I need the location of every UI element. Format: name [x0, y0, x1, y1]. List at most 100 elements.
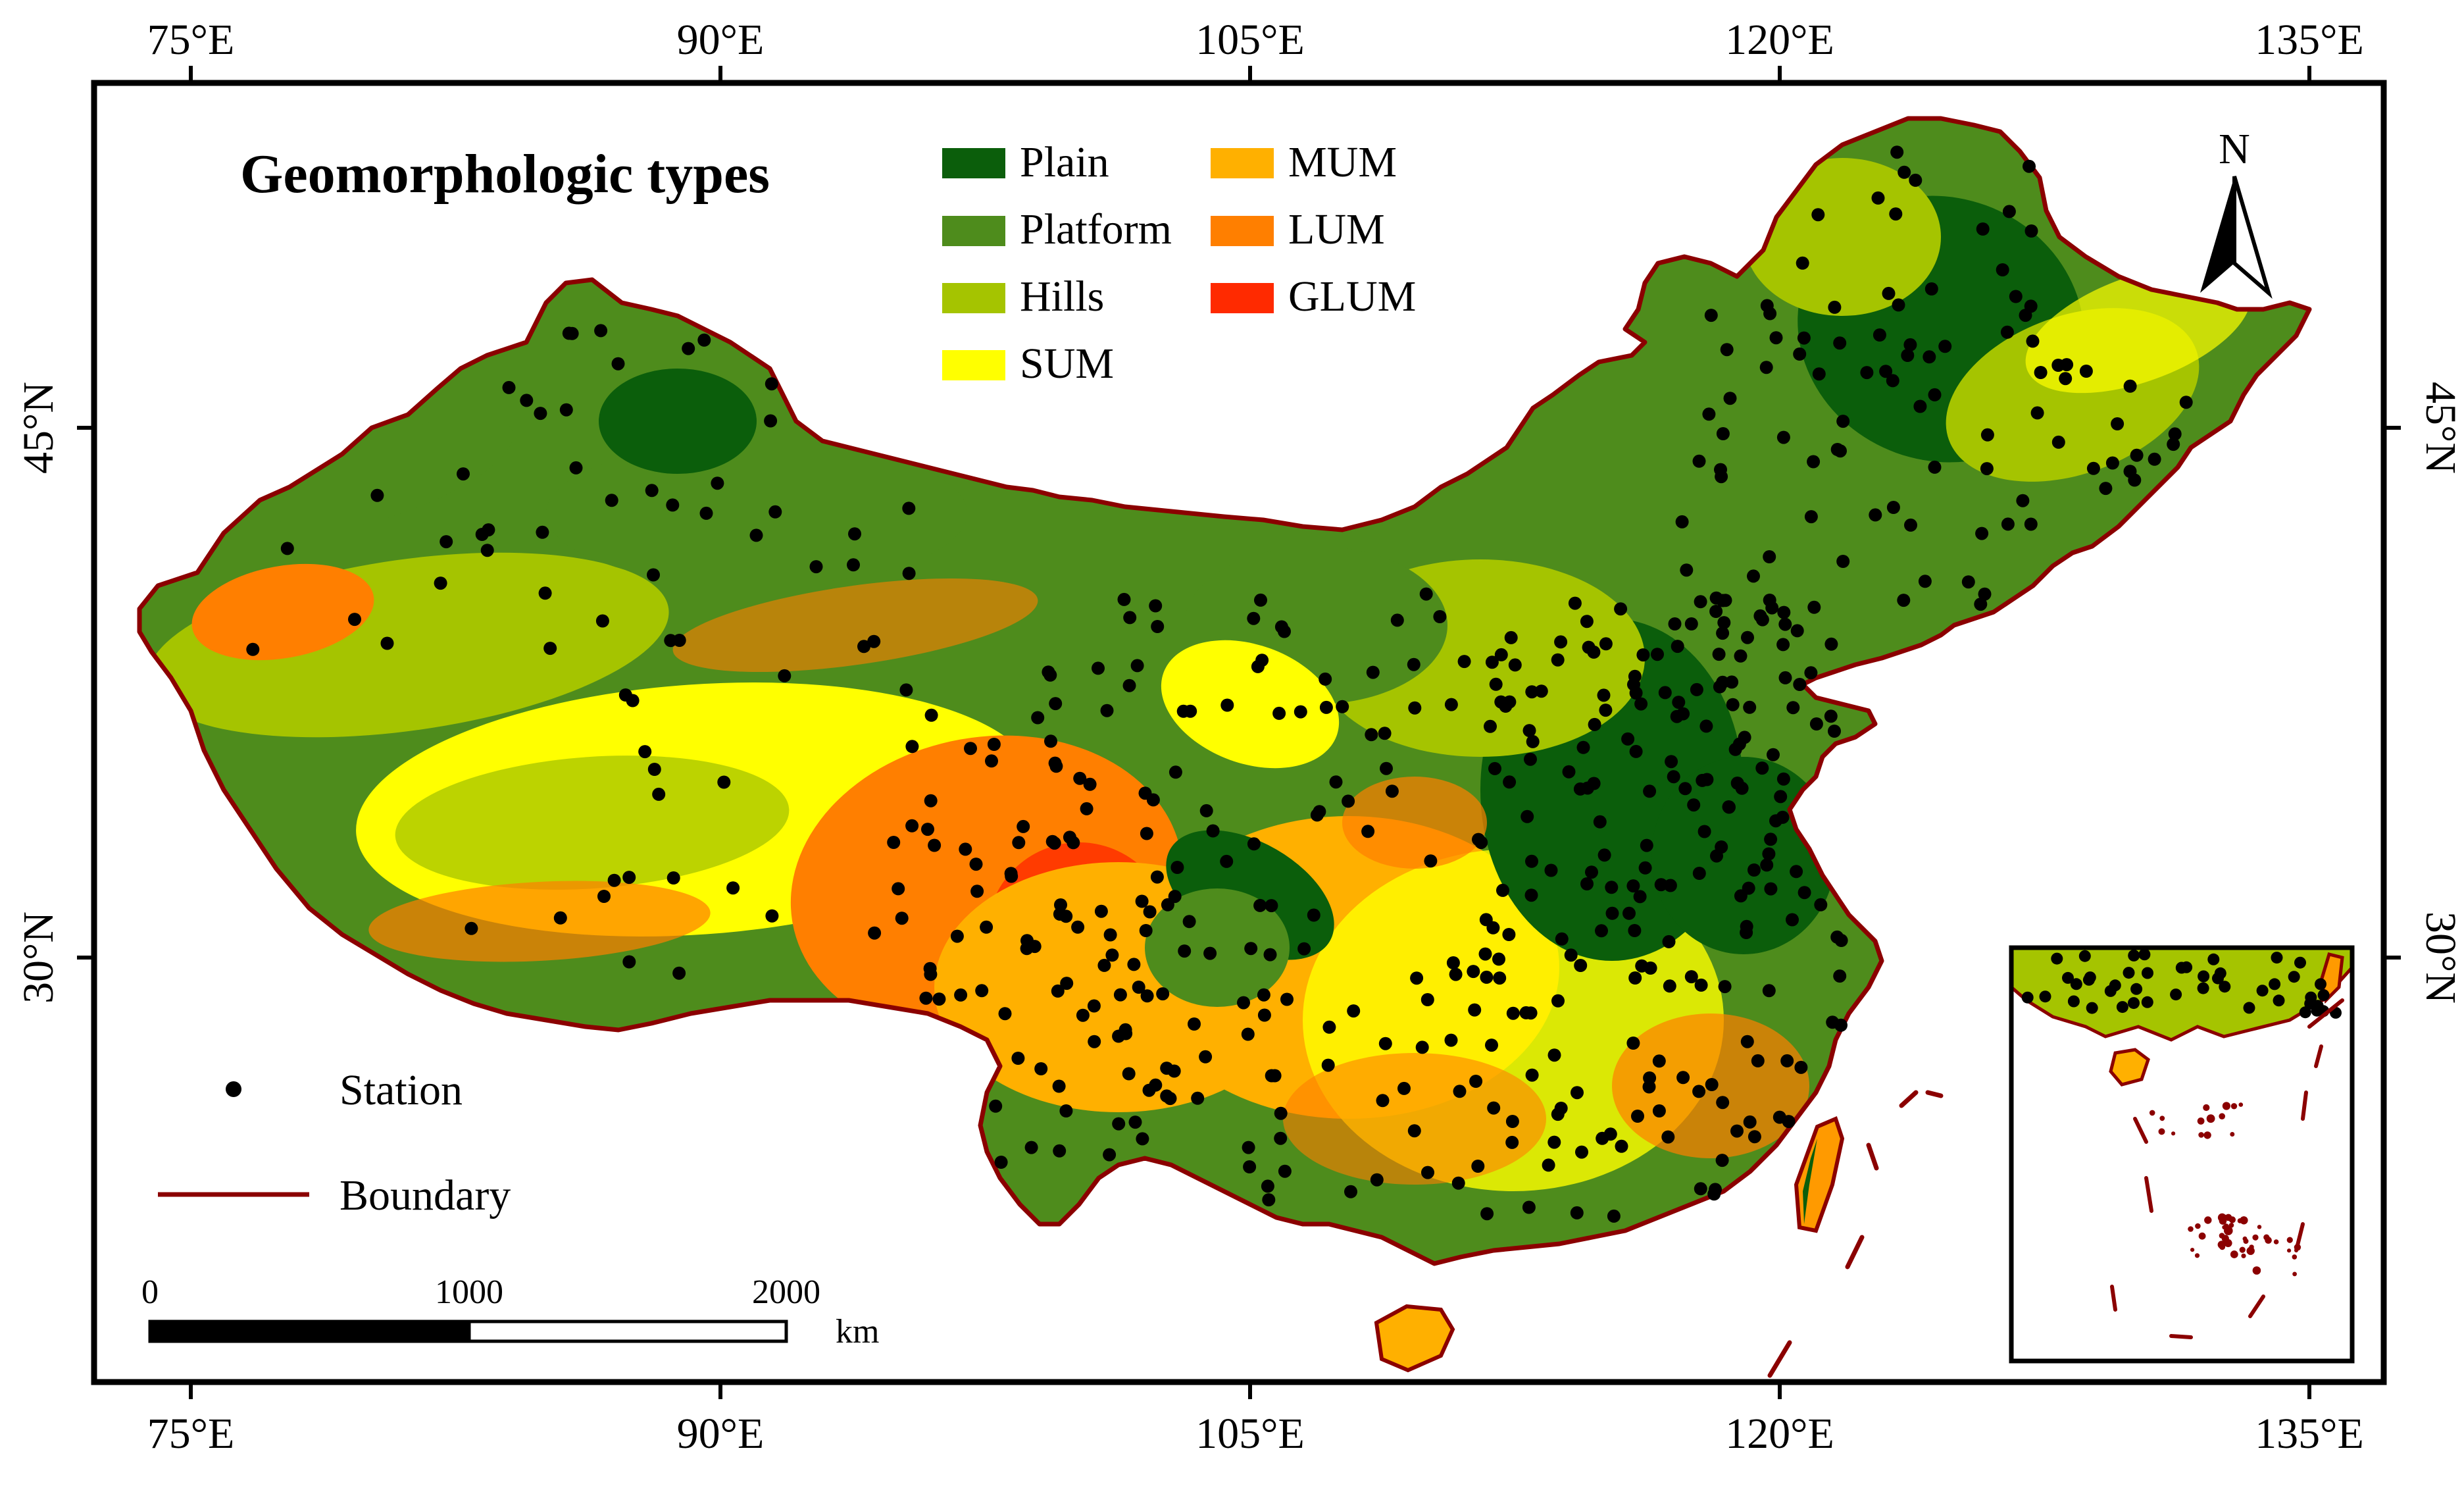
station-dot [1690, 682, 1703, 696]
station-dot [1203, 946, 1217, 960]
station-dot [280, 542, 294, 555]
station-dot [1797, 331, 1811, 345]
station-dot [1247, 837, 1261, 851]
station-dot [1773, 1110, 1786, 1124]
station-dot [1088, 1035, 1101, 1048]
lon-label-bottom: 90°E [677, 1410, 765, 1458]
station-dot [1824, 637, 1838, 651]
station-dot [1123, 611, 1137, 625]
station-dot [1142, 1083, 1156, 1097]
station-dot [1342, 794, 1355, 808]
inset-island [2228, 1223, 2234, 1228]
station-dot [1564, 948, 1578, 962]
legend-label-glum: GLUM [1288, 272, 1416, 321]
station-dot [1489, 677, 1503, 691]
station-dot [970, 885, 984, 898]
lon-label-top: 120°E [1725, 16, 1834, 64]
station-dot [2023, 159, 2036, 173]
station-dot [1702, 407, 1716, 421]
legend-swatch-mum [1211, 148, 1274, 178]
station-dot [809, 560, 823, 574]
station-dot [1928, 388, 1942, 401]
station-dot [1122, 679, 1136, 692]
station-dot [2099, 482, 2113, 496]
station-dot [1672, 696, 1686, 709]
station-dot [1786, 913, 1799, 927]
inset-island [2203, 1131, 2211, 1139]
station-dot [1764, 882, 1778, 896]
inset-station-dot [2219, 981, 2231, 993]
station-dot [1924, 282, 1938, 295]
station-dot [1747, 569, 1760, 583]
station-dot [2179, 396, 2193, 409]
station-dot [559, 403, 573, 417]
station-dot [924, 967, 938, 981]
inset-station-dot [2317, 989, 2330, 1002]
inset-station-dot [2175, 962, 2188, 974]
station-dot [1433, 610, 1447, 623]
station-dot [1996, 263, 2009, 276]
station-dot [1161, 898, 1174, 911]
station-dot [1751, 1054, 1765, 1067]
station-dot [1551, 653, 1565, 667]
station-dot [1488, 761, 1501, 775]
station-dot [1680, 563, 1694, 577]
station-dot [2024, 224, 2038, 238]
legend: Plain Platform Hills SUM MUM LUM GLUM [942, 138, 1416, 388]
lat-label-left: 30°N [14, 911, 63, 1004]
station-dot [1597, 688, 1611, 702]
station-dot [1521, 809, 1534, 823]
station-dot [1734, 889, 1747, 903]
inset-stations [2021, 948, 2342, 1019]
station-dot [1080, 802, 1094, 815]
station-dot [1607, 1209, 1621, 1223]
station-dot [1494, 648, 1508, 661]
station-dot [1176, 704, 1190, 718]
station-dot [1741, 630, 1754, 644]
stations [246, 145, 2193, 1223]
station-dot [2123, 379, 2137, 393]
station-dot [1961, 575, 1975, 589]
station-dot [1156, 987, 1170, 1001]
terrain-patch [672, 578, 1038, 673]
station-dot [2167, 438, 2180, 451]
station-dot [905, 740, 919, 754]
inset-station-dot [2021, 991, 2034, 1004]
inset-island [2230, 1103, 2238, 1110]
inset-border [2009, 945, 2355, 1364]
station-dot [1149, 599, 1163, 613]
inset-station-dot [2311, 1004, 2323, 1017]
station-dot [1344, 1185, 1357, 1198]
station-dot [1506, 1006, 1520, 1020]
station-dot [1257, 1008, 1271, 1022]
station-dot [1103, 928, 1117, 942]
station-dot [1743, 1115, 1757, 1129]
station-dot [1651, 648, 1664, 661]
station-dot [2002, 205, 2016, 218]
station-dot [475, 528, 489, 541]
station-dot [1628, 669, 1642, 683]
station-dot [1661, 1130, 1675, 1144]
station-dot [1542, 1158, 1555, 1172]
station-dot [1471, 1160, 1485, 1173]
station-dot [1525, 685, 1539, 699]
station-dot [652, 787, 666, 801]
station-dot [1974, 598, 1988, 611]
lon-label-bottom: 75°E [147, 1410, 235, 1458]
station-dot [1769, 331, 1783, 345]
station-dot [1060, 977, 1074, 990]
station-dot [553, 911, 567, 925]
station-dot [1901, 349, 1915, 362]
station-dot [857, 640, 870, 654]
station-dot [1667, 770, 1680, 784]
scale-tick-label: 0 [141, 1273, 159, 1311]
station-dot [1780, 1054, 1794, 1067]
station-dot [1760, 299, 1774, 313]
station-dot [964, 742, 977, 756]
station-dot [1705, 1078, 1719, 1091]
scale-bar: 0 1000 2000 km [141, 1273, 879, 1350]
station-dot [2024, 517, 2038, 531]
islands [1374, 1116, 1845, 1373]
station-dot [1169, 765, 1182, 779]
station-dot [1712, 648, 1726, 661]
